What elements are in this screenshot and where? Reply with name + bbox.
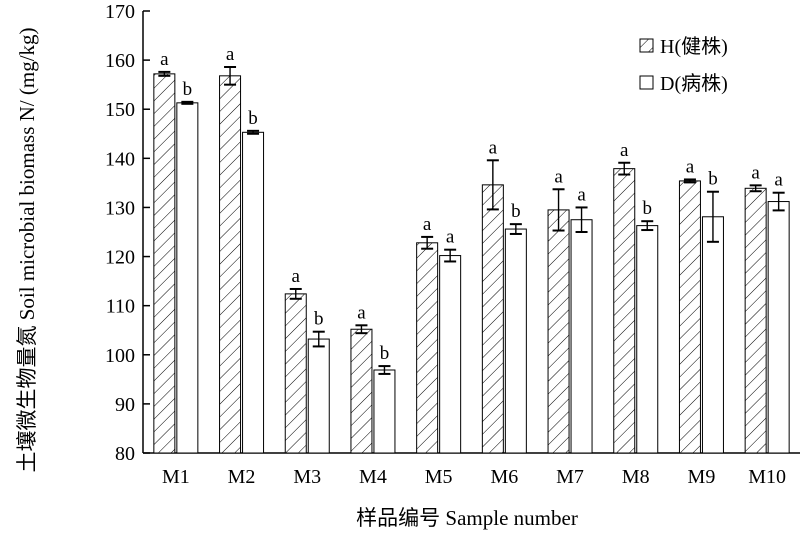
y-tick-label: 140 <box>105 148 135 170</box>
y-tick-label: 80 <box>115 443 135 465</box>
bar-d-m7 <box>570 219 593 454</box>
significance-label: a <box>751 162 760 183</box>
significance-label: b <box>248 108 258 129</box>
x-tick-label: M7 <box>556 466 584 488</box>
significance-label: b <box>643 198 653 219</box>
bar-d-m8 <box>636 225 659 454</box>
x-tick-label: M10 <box>748 466 786 488</box>
bar-h-m9 <box>678 180 701 454</box>
bar-h-m7 <box>547 209 570 454</box>
y-tick-label: 150 <box>105 99 135 121</box>
legend-label-h: H(健株) <box>660 35 728 58</box>
significance-label: a <box>686 156 695 177</box>
significance-label: a <box>357 302 366 323</box>
significance-label: a <box>226 44 235 65</box>
bar-h-m8 <box>613 168 636 454</box>
x-tick-label: M9 <box>688 466 716 488</box>
bar-d-m3 <box>307 338 330 454</box>
y-tick-label: 170 <box>105 1 135 23</box>
significance-label: a <box>446 227 455 248</box>
x-tick-label: M1 <box>162 466 190 488</box>
x-axis-title: 样品编号 Sample number <box>356 506 578 530</box>
significance-label: b <box>183 79 193 100</box>
bar-d-m2 <box>242 131 265 454</box>
bar-h-m1 <box>153 73 176 454</box>
bar-d-m4 <box>373 369 396 454</box>
x-tick-label: M4 <box>359 466 387 488</box>
error-bars <box>158 65 785 375</box>
bar-h-m3 <box>284 293 307 454</box>
x-tick-label: M8 <box>622 466 650 488</box>
bar-d-m10 <box>767 201 790 454</box>
bar-d-m9 <box>701 216 724 454</box>
bar-d-m5 <box>439 255 462 454</box>
y-tick-label: 120 <box>105 247 135 269</box>
significance-label: a <box>774 170 783 191</box>
significance-label: a <box>489 137 498 158</box>
x-tick-label: M6 <box>490 466 518 488</box>
bar-d-m1 <box>176 102 199 454</box>
bars <box>153 73 790 454</box>
legend: H(健株) D(病株) <box>639 35 728 95</box>
x-tick-label: M3 <box>293 466 321 488</box>
bar-h-m5 <box>416 242 439 454</box>
bar-h-m4 <box>350 328 373 454</box>
legend-swatch-h <box>639 38 654 53</box>
y-axis-title: 土壤微生物量氮 Soil microbial biomass N/ (mg/kg… <box>15 27 39 472</box>
y-tick-label: 110 <box>106 296 135 318</box>
significance-label: a <box>620 140 629 161</box>
legend-swatch-d <box>639 75 654 90</box>
y-tick-label: 90 <box>115 394 135 416</box>
significance-label: b <box>511 201 521 222</box>
bar-d-m6 <box>504 228 527 454</box>
significance-label: a <box>423 214 432 235</box>
bar-h-m10 <box>744 187 767 454</box>
significance-label: a <box>160 49 169 70</box>
x-tick-label: M5 <box>425 466 453 488</box>
significance-label: a <box>577 184 586 205</box>
y-ticks: 80 90 100 110 120 130 140 150 160 170 <box>105 1 150 465</box>
legend-label-d: D(病株) <box>660 72 728 95</box>
x-tick-label: M2 <box>228 466 256 488</box>
bar-h-m6 <box>481 184 504 454</box>
significance-label: a <box>292 266 301 287</box>
y-tick-label: 160 <box>105 50 135 72</box>
significance-label: b <box>314 309 324 330</box>
bar-h-m2 <box>219 75 242 454</box>
y-tick-label: 100 <box>105 345 135 367</box>
significance-label: b <box>380 343 390 364</box>
significance-label: a <box>554 166 563 187</box>
x-tick-labels: M1 M2 M3 M4 M5 M6 M7 M8 M9 M10 <box>162 466 786 488</box>
significance-label: b <box>708 169 718 190</box>
y-tick-label: 130 <box>105 197 135 219</box>
